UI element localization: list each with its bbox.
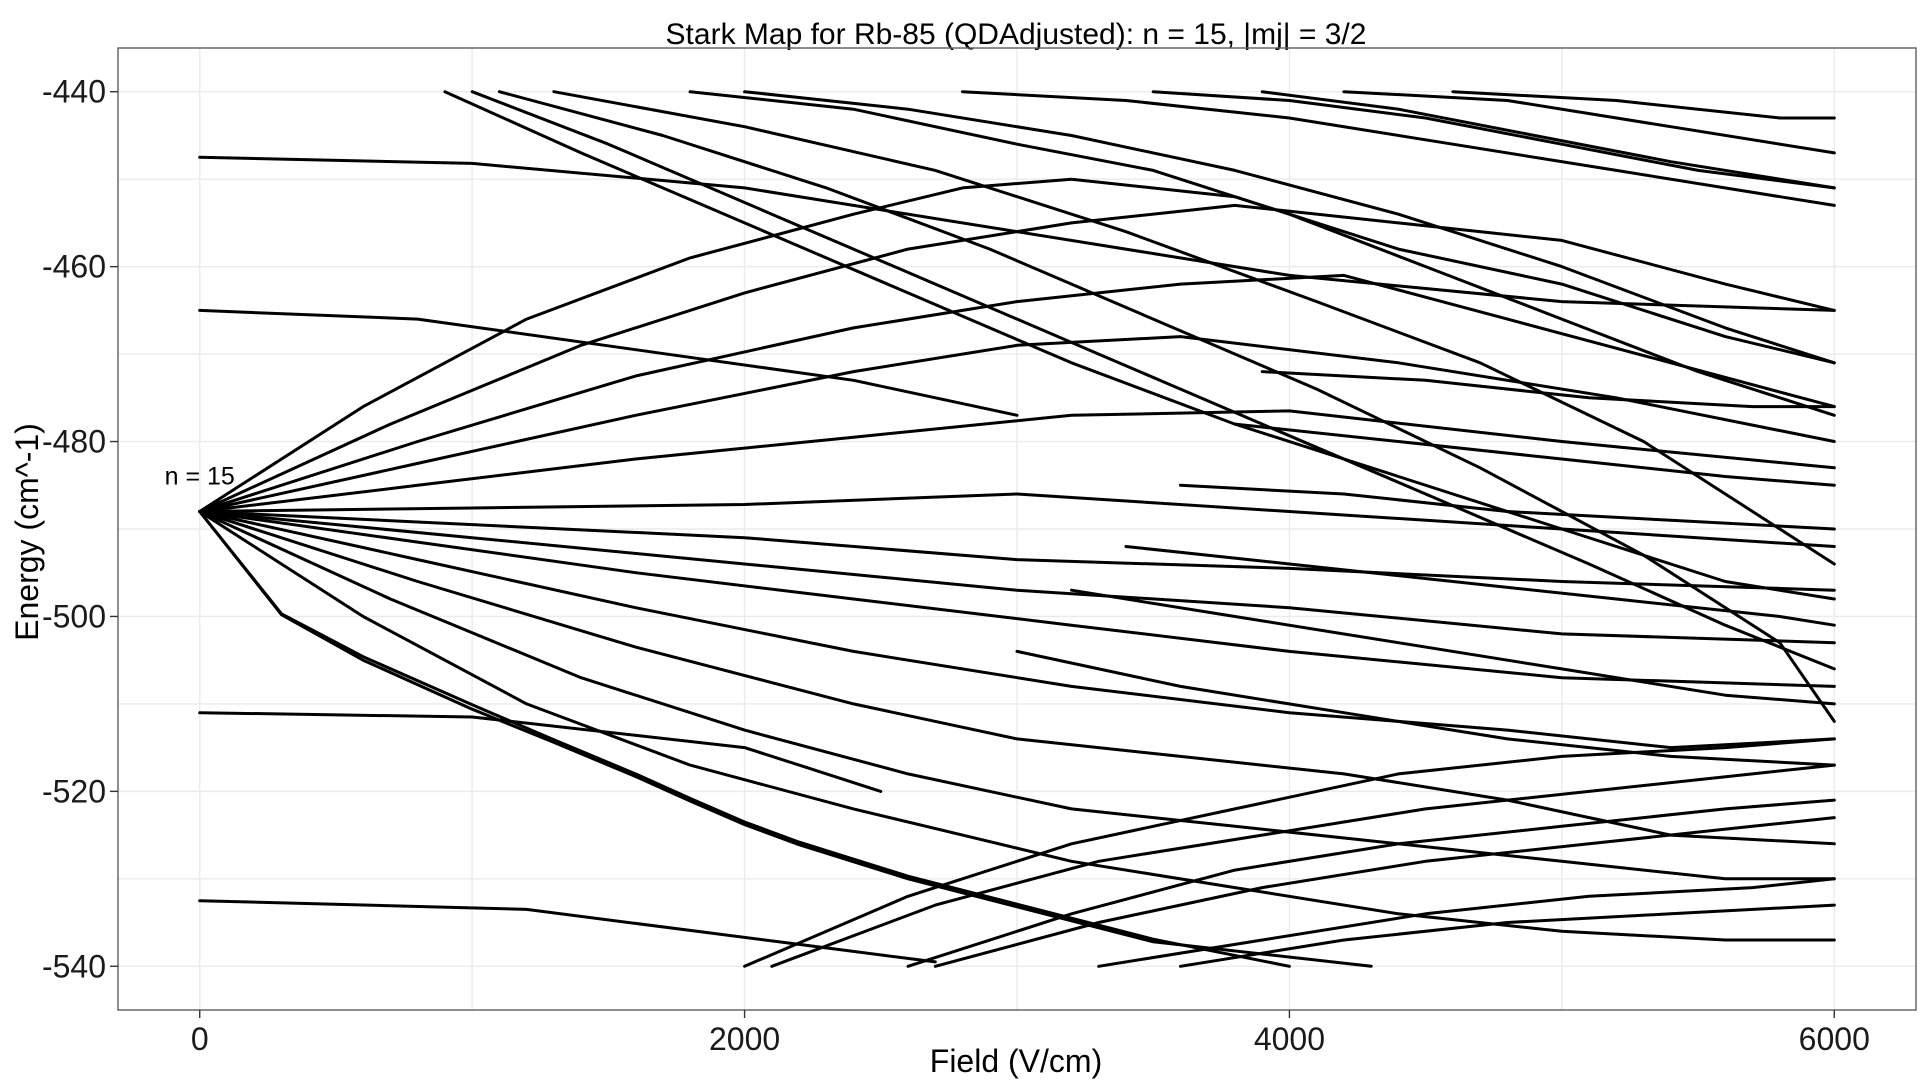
energy-level-line-37 [1015, 649, 1836, 767]
energy-level-line-21 [470, 90, 1836, 671]
y-tick-label: -540 [42, 948, 106, 984]
energy-level-line-15 [198, 510, 1836, 881]
energy-level-line-16 [198, 177, 1836, 513]
energy-level-line-23 [552, 90, 1836, 566]
y-tick-label: -520 [42, 773, 106, 809]
energy-level-line-18 [198, 510, 1291, 968]
energy-level-line-28 [906, 798, 1836, 968]
axis-ticks: 0 2000 4000 6000 -540 -520 -500 -480 -460 -440 [42, 74, 1870, 1057]
energy-level-line-35 [1342, 90, 1836, 155]
energy-level-line-40 [1179, 483, 1836, 531]
energy-level-line-3 [198, 711, 883, 793]
y-tick-label: -500 [42, 598, 106, 634]
energy-level-line-30 [1097, 877, 1836, 968]
energy-level-line-10 [198, 335, 1836, 513]
plot-frame [117, 47, 1917, 1011]
x-axis-title: Field (V/cm) [930, 1043, 1102, 1079]
grid-lines [118, 48, 1916, 1010]
energy-level-line-14 [198, 203, 1836, 513]
x-tick-label: 6000 [1799, 1021, 1870, 1057]
x-tick-label: 4000 [1254, 1021, 1325, 1057]
energy-level-line-41 [1233, 422, 1836, 487]
energy-level-line-32 [961, 90, 1836, 207]
energy-level-line-11 [198, 510, 1836, 750]
energy-level-line-27 [770, 763, 1836, 968]
energy-level-line-8 [198, 409, 1836, 513]
energy-level-line-13 [198, 510, 1836, 846]
energy-level-line-33 [1151, 90, 1836, 190]
energy-level-line-12 [198, 273, 1836, 513]
energy-level-line-19 [198, 510, 1373, 968]
energy-level-line-24 [688, 90, 1836, 417]
energy-level-line-38 [1070, 588, 1836, 706]
energy-level-line-17 [198, 510, 1836, 942]
x-tick-label: 2000 [709, 1021, 780, 1057]
energy-level-line-26 [743, 737, 1836, 968]
series-layer [198, 90, 1836, 968]
energy-level-line-22 [497, 90, 1836, 723]
chart-title: Stark Map for Rb-85 (QDAdjusted): n = 15… [666, 18, 1367, 51]
energy-level-line-6 [198, 510, 1836, 592]
y-tick-label: -460 [42, 249, 106, 285]
energy-level-line-7 [198, 510, 1836, 645]
energy-level-line-31 [1179, 903, 1836, 968]
energy-level-line-36 [1451, 90, 1836, 120]
energy-level-line-42 [1260, 370, 1836, 409]
y-axis-title: Energy (cm^-1) [9, 423, 45, 641]
energy-level-line-9 [198, 510, 1836, 688]
y-tick-label: -440 [42, 74, 106, 110]
energy-level-line-39 [1124, 545, 1836, 627]
x-tick-label: 0 [191, 1021, 209, 1057]
energy-level-line-25 [743, 90, 1836, 365]
energy-level-line-2 [198, 308, 1019, 417]
energy-level-line-29 [933, 816, 1836, 968]
y-tick-label: -480 [42, 424, 106, 460]
annotation-n15: n = 15 [165, 463, 235, 491]
energy-level-line-34 [1260, 90, 1836, 190]
energy-level-line-4 [198, 899, 937, 964]
